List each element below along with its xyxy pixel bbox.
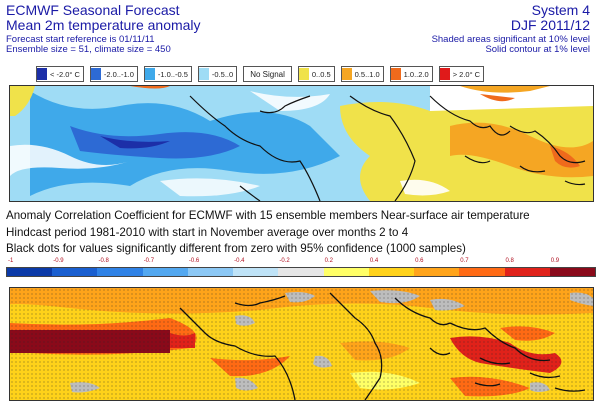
- colorbar-tick-label: -1: [8, 258, 14, 264]
- legend-label: > 2.0° C: [452, 69, 481, 79]
- ensemble-size: Ensemble size = 51, climate size = 450: [6, 43, 171, 55]
- legend-item: -2.0..-1.0: [89, 66, 138, 82]
- legend-label: -1.0..-0.5: [157, 69, 188, 79]
- acc-map: [9, 287, 594, 401]
- legend-item: -1.0..-0.5: [143, 66, 192, 82]
- colorbar-segment: [97, 268, 143, 276]
- colorbar-tick-label: 0.2: [324, 258, 333, 264]
- legend-label: No Signal: [250, 69, 285, 79]
- legend-item: 0..0.5: [297, 66, 335, 82]
- colorbar-tick-label: 0.4: [369, 258, 379, 264]
- contour-note: Solid contour at 1% level: [485, 43, 590, 55]
- colorbar-segment: [7, 268, 53, 276]
- subtitle: Mean 2m temperature anomaly: [6, 17, 201, 33]
- legend-item: -0.5..0: [197, 66, 238, 82]
- colorbar-tick-label: 0.9: [550, 258, 560, 264]
- colorbar-tick-label: -0.6: [188, 258, 200, 264]
- legend-swatch: [390, 68, 401, 80]
- colorbar-segment: [504, 268, 550, 276]
- description-line-2: Hindcast period 1981-2010 with start in …: [6, 226, 409, 239]
- colorbar-tick-label: -0.7: [143, 258, 155, 264]
- acc-map-svg: [10, 288, 593, 400]
- legend-label: 0..0.5: [311, 69, 331, 79]
- colorbar-segment: [459, 268, 505, 276]
- period-label: DJF 2011/12: [510, 17, 590, 33]
- legend-item: 1.0..2.0: [389, 66, 433, 82]
- legend-label: 1.0..2.0: [403, 69, 429, 79]
- legend-label: -2.0..-1.0: [103, 69, 134, 79]
- colorbar-segment: [278, 268, 324, 276]
- legend-swatch: [37, 68, 47, 80]
- legend-swatch: [298, 68, 309, 80]
- legend-item: No Signal: [243, 66, 292, 82]
- colorbar-segment: [233, 268, 279, 276]
- legend-item: 0.5..1.0: [340, 66, 384, 82]
- legend-item: > 2.0° C: [438, 66, 485, 82]
- forecast-map-svg: [10, 86, 593, 201]
- colorbar-segment: [368, 268, 415, 276]
- colorbar-labels: -1 -0.9 -0.8 -0.7 -0.6 -0.4 -0.2 0.2 0.4 0.6 0.7 0.…: [6, 258, 594, 267]
- colorbar-segment: [52, 268, 98, 276]
- legend-swatch: [341, 68, 352, 80]
- colorbar-segment: [142, 268, 188, 276]
- legend-swatch: [198, 68, 209, 80]
- description-line-1: Anomaly Correlation Coefficient for ECMW…: [6, 209, 530, 222]
- colorbar-segment: [187, 268, 234, 276]
- forecast-start-ref: Forecast start reference is 01/11/11: [6, 34, 155, 45]
- shaded-note: Shaded areas significant at 10% level: [431, 34, 590, 45]
- colorbar-tick-label: -0.4: [234, 258, 245, 264]
- colorbar-tick-label: -0.8: [98, 258, 109, 264]
- legend-swatch: [439, 68, 450, 80]
- colorbar-segment: [549, 268, 596, 276]
- legend-label: -0.5..0: [211, 69, 234, 79]
- forecast-map: [9, 85, 594, 202]
- legend-label: 0.5..1.0: [354, 69, 380, 79]
- colorbar-segment: [323, 268, 369, 276]
- colorbar-tick-label: -0.2: [279, 258, 290, 264]
- description-line-3: Black dots for values significantly diff…: [6, 242, 466, 255]
- title: ECMWF Seasonal Forecast: [6, 2, 180, 18]
- legend-item: < -2.0° C: [36, 66, 84, 82]
- colorbar-tick-label: 0.7: [460, 258, 469, 264]
- colorbar-segment: [414, 268, 460, 276]
- colorbar-tick-label: 0.6: [415, 258, 424, 264]
- legend-label: < -2.0° C: [50, 69, 80, 79]
- system-label: System 4: [531, 2, 590, 18]
- anomaly-legend: < -2.0° C -2.0..-1.0 -1.0..-0.5 -0.5..0 No S…: [36, 66, 566, 82]
- colorbar-tick-label: -0.9: [53, 258, 64, 264]
- legend-swatch: [90, 68, 101, 80]
- header-right: System 4 DJF 2011/12 Shaded areas signif…: [432, 3, 590, 54]
- legend-swatch: [144, 68, 155, 80]
- colorbar-tick-label: 0.8: [505, 258, 514, 264]
- colorbar: [6, 267, 596, 277]
- header-left: ECMWF Seasonal Forecast Mean 2m temperat…: [6, 3, 201, 54]
